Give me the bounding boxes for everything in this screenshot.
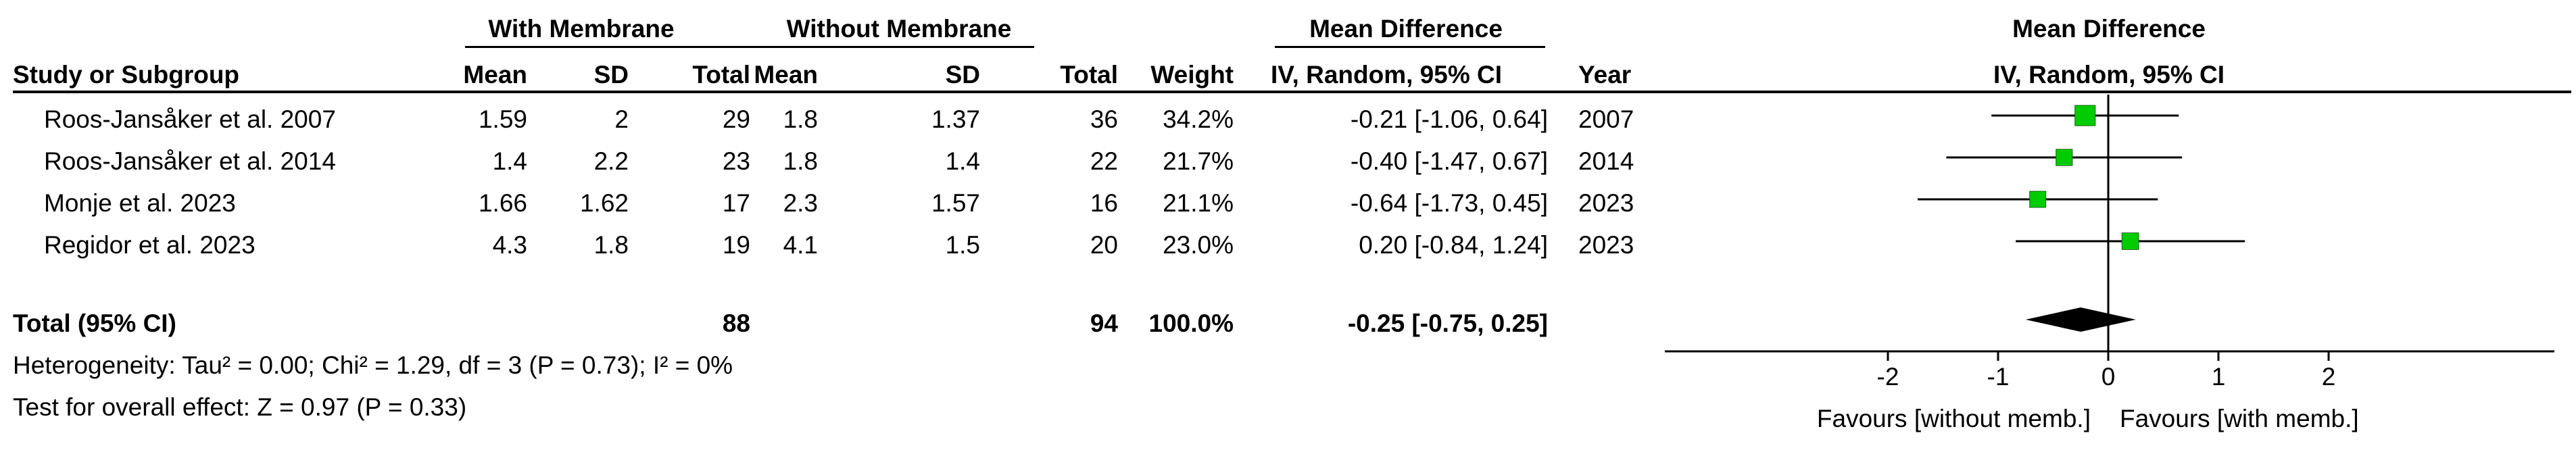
pooled-diamond: [2025, 307, 2136, 332]
col-mean-without: Mean: [754, 61, 818, 89]
x-tick-label: 1: [2212, 363, 2226, 391]
x-tick-label: -2: [1877, 363, 1899, 391]
md-ci: -0.64 [-1.73, 0.45]: [1350, 189, 1548, 217]
heterogeneity-text: Heterogeneity: Tau² = 0.00; Chi² = 1.29,…: [13, 351, 733, 379]
total-without: 20: [1090, 231, 1118, 259]
col-total-without: Total: [1060, 61, 1118, 89]
total-with: 29: [722, 105, 750, 133]
total-with: 17: [722, 189, 750, 217]
sd-without: 1.5: [945, 231, 980, 259]
x-tick-label: -1: [1987, 363, 2010, 391]
col-year: Year: [1578, 61, 1632, 89]
year: 2023: [1578, 231, 1634, 259]
study-marker: [2056, 149, 2073, 166]
study-marker: [2121, 232, 2139, 250]
mean-with: 1.59: [478, 105, 527, 133]
sd-with: 2.2: [593, 147, 629, 175]
mean-without: 4.1: [783, 231, 818, 259]
study-name: Monje et al. 2023: [44, 189, 236, 217]
weight: 21.7%: [1163, 147, 1234, 175]
mean-with: 1.66: [478, 189, 527, 217]
total-label: Total (95% CI): [13, 309, 176, 337]
total-without: 94: [1090, 309, 1118, 337]
mean-with: 1.4: [492, 147, 527, 175]
col-mean-with: Mean: [463, 61, 527, 89]
year: 2023: [1578, 189, 1634, 217]
col-sd-without: SD: [945, 61, 980, 89]
weight: 34.2%: [1163, 105, 1234, 133]
col-plot-md-ci: IV, Random, 95% CI: [1993, 61, 2225, 89]
favours-right-label: Favours [with memb.]: [2120, 405, 2359, 432]
md-ci: -0.21 [-1.06, 0.64]: [1350, 105, 1548, 133]
weight: 23.0%: [1163, 231, 1234, 259]
header-rule: [13, 91, 2571, 93]
study-marker: [2074, 105, 2096, 126]
with-membrane-rule: [465, 46, 757, 48]
sd-without: 1.57: [931, 189, 980, 217]
md-ci: -0.40 [-1.47, 0.67]: [1350, 147, 1548, 175]
col-md-ci: IV, Random, 95% CI: [1271, 61, 1503, 89]
study-name: Regidor et al. 2023: [44, 231, 256, 259]
sd-without: 1.37: [931, 105, 980, 133]
study-marker: [2029, 191, 2047, 208]
total-weight: 100.0%: [1148, 309, 1234, 337]
total-with: 88: [722, 309, 750, 337]
total-without: 16: [1090, 189, 1118, 217]
total-without: 36: [1090, 105, 1118, 133]
md-ci: 0.20 [-0.84, 1.24]: [1359, 231, 1548, 259]
col-weight: Weight: [1150, 61, 1234, 89]
year: 2014: [1578, 147, 1634, 175]
mean-difference-rule: [1275, 46, 1545, 48]
sd-with: 1.62: [579, 189, 629, 217]
total-md-ci: -0.25 [-0.75, 0.25]: [1347, 309, 1548, 337]
study-name: Roos-Jansåker et al. 2007: [44, 105, 336, 133]
year: 2007: [1578, 105, 1634, 133]
mean-with: 4.3: [492, 231, 527, 259]
mean-without: 1.8: [783, 147, 818, 175]
without-membrane-rule: [757, 46, 1034, 48]
mean-without: 1.8: [783, 105, 818, 133]
col-study: Study or Subgroup: [13, 61, 240, 89]
plot-mean-difference-header: Mean Difference: [2012, 15, 2206, 43]
total-without: 22: [1090, 147, 1118, 175]
total-with: 23: [722, 147, 750, 175]
favours-left-label: Favours [without memb.]: [1817, 405, 2091, 432]
without-membrane-header: Without Membrane: [786, 15, 1012, 43]
col-sd-with: SD: [593, 61, 629, 89]
x-tick-label: 0: [2101, 363, 2116, 391]
sd-with: 2: [614, 105, 629, 133]
total-with: 19: [722, 231, 750, 259]
sd-with: 1.8: [593, 231, 629, 259]
sd-without: 1.4: [945, 147, 980, 175]
x-tick-label: 2: [2322, 363, 2336, 391]
study-name: Roos-Jansåker et al. 2014: [44, 147, 336, 175]
mean-without: 2.3: [783, 189, 818, 217]
overall-effect-text: Test for overall effect: Z = 0.97 (P = 0…: [13, 393, 467, 421]
col-total-with: Total: [692, 61, 750, 89]
mean-difference-header: Mean Difference: [1309, 15, 1503, 43]
weight: 21.1%: [1163, 189, 1234, 217]
with-membrane-header: With Membrane: [488, 15, 675, 43]
